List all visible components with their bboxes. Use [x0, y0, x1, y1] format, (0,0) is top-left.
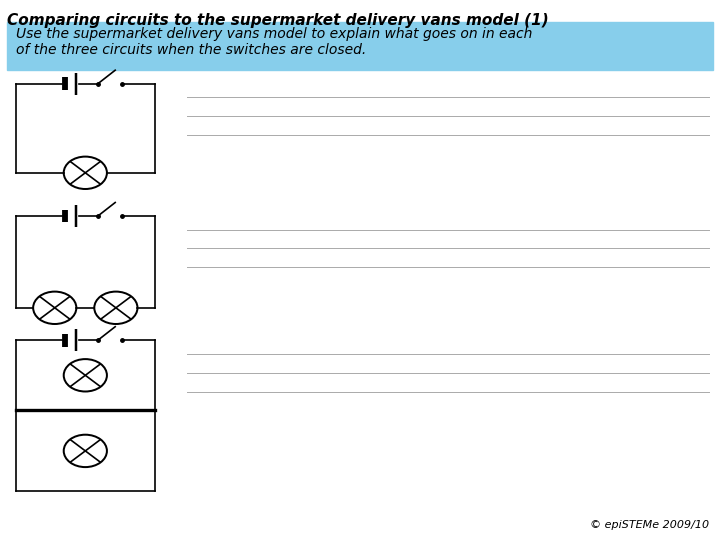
FancyBboxPatch shape [7, 22, 713, 70]
Text: Comparing circuits to the supermarket delivery vans model (1): Comparing circuits to the supermarket de… [7, 14, 549, 29]
Text: © epiSTEMe 2009/10: © epiSTEMe 2009/10 [590, 520, 709, 530]
Text: Use the supermarket delivery vans model to explain what goes on in each
of the t: Use the supermarket delivery vans model … [16, 27, 532, 57]
